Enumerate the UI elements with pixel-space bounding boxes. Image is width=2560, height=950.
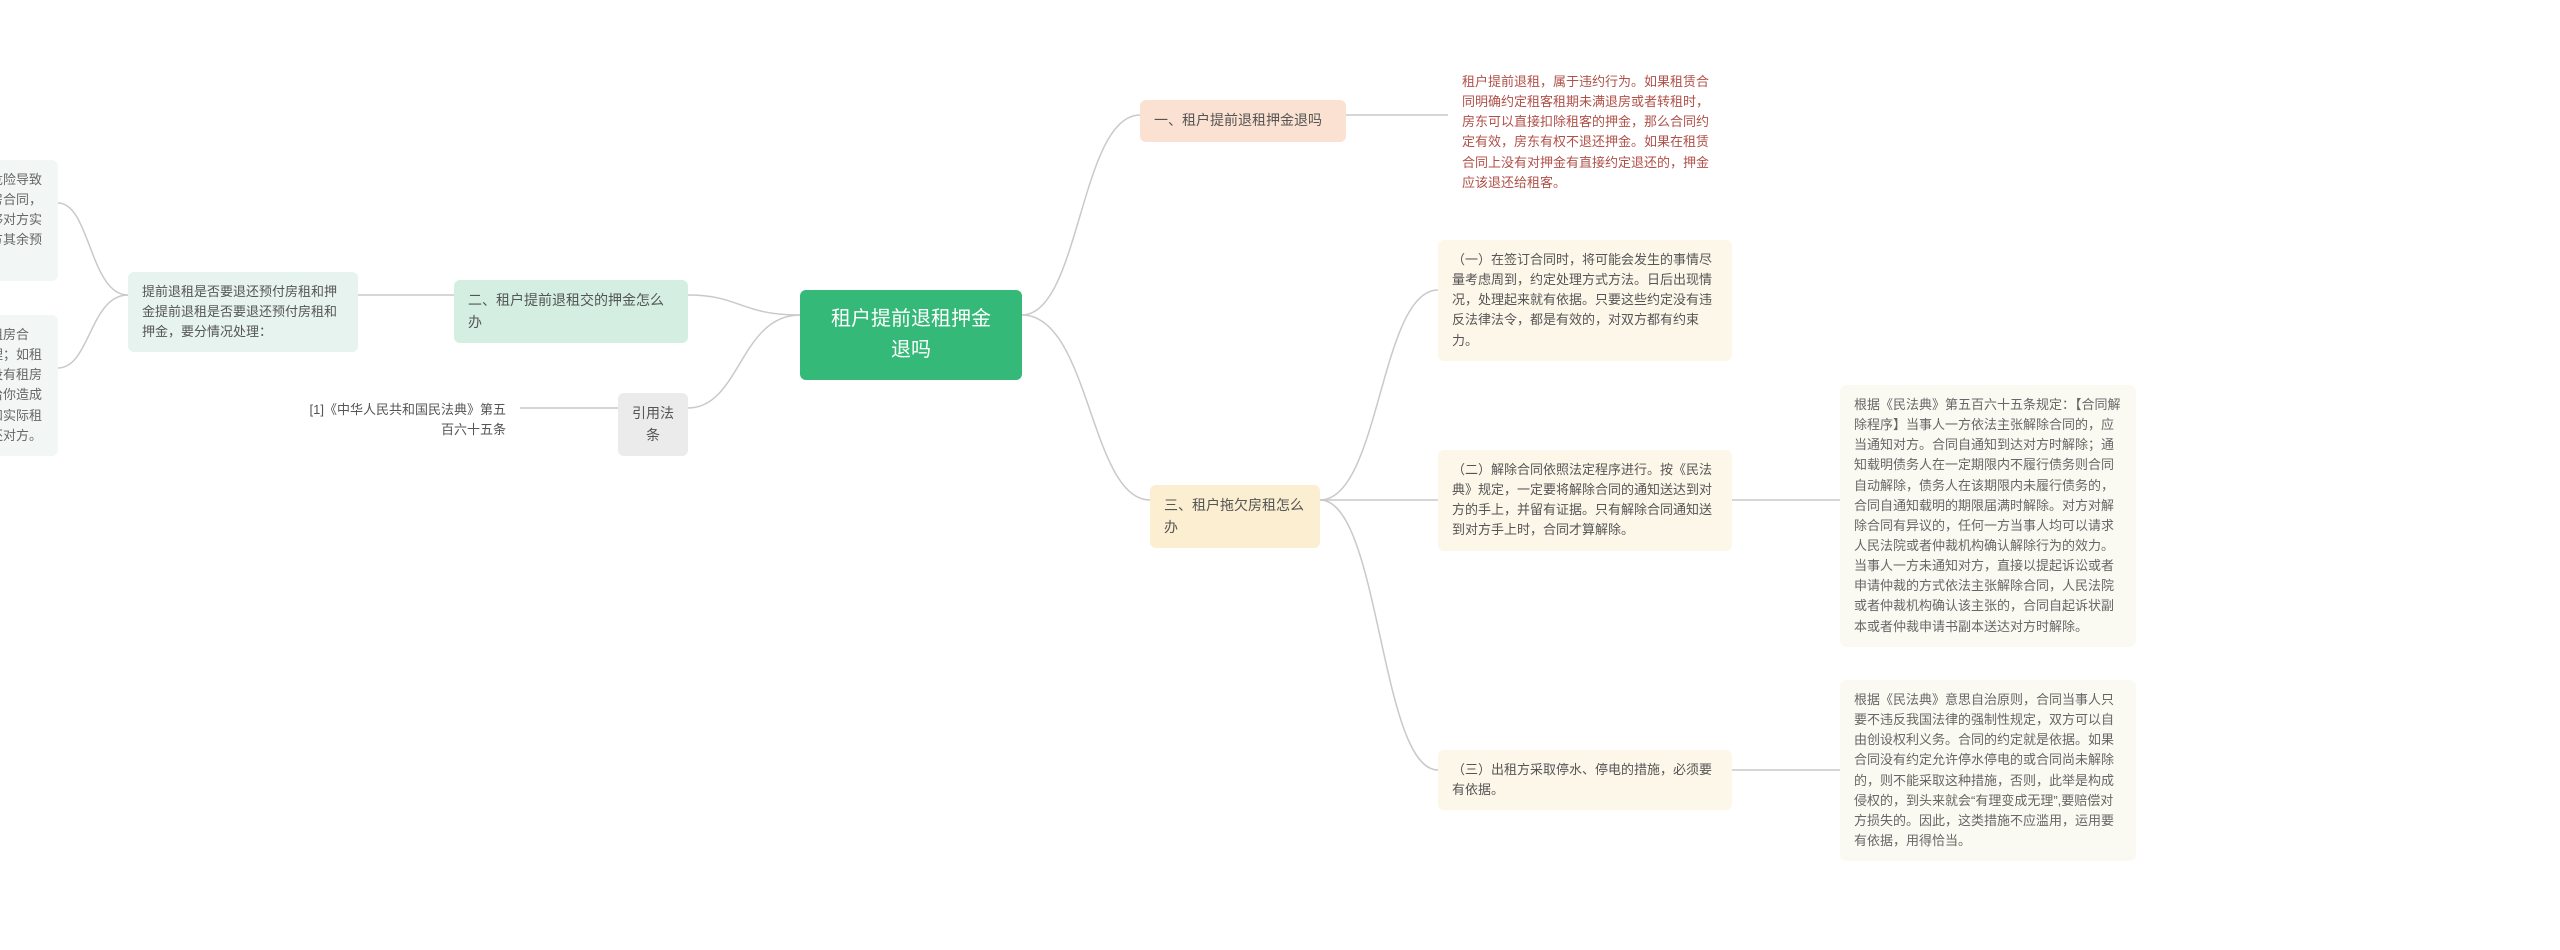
root-node[interactable]: 租户提前退租押金退吗 <box>800 290 1022 380</box>
law-item: [1]《中华人民共和国民法典》第五百六十五条 <box>292 390 520 450</box>
branch2-title[interactable]: 二、租户提前退租交的押金怎么办 <box>454 280 688 343</box>
branch3-sub2-desc: 根据《民法典》第五百六十五条规定：【合同解除程序】当事人一方依法主张解除合同的，… <box>1840 385 2136 647</box>
branch2-sub[interactable]: 提前退租是否要退还预付房租和押金提前退租是否要退还预付房租和押金，要分情况处理： <box>128 272 358 352</box>
branch2-leaf1: （一）如你的房子存在居住危险导致对方退房，不管是否签订租房合同，对方随时有权退房… <box>0 160 58 281</box>
branch1-title[interactable]: 一、租户提前退租押金退吗 <box>1140 100 1346 142</box>
branch3-title[interactable]: 三、租户拖欠房租怎么办 <box>1150 485 1320 548</box>
branch1-desc: 租户提前退租，属于违约行为。如果租赁合同明确约定租客租期未满退房或者转租时，房东… <box>1448 62 1726 203</box>
branch3-sub2[interactable]: （二）解除合同依照法定程序进行。按《民法典》规定，一定要将解除合同的通知送达到对… <box>1438 450 1732 551</box>
law-title[interactable]: 引用法条 <box>618 393 688 456</box>
connectors <box>0 0 2560 950</box>
branch3-sub3[interactable]: （三）出租方采取停水、停电的措施，必须要有依据。 <box>1438 750 1732 810</box>
branch2-leaf2: （二）如没有居住危险：有租房合同，按照租房合同的约定办理；如租房合同没有约定违约… <box>0 315 58 456</box>
branch3-sub3-desc: 根据《民法典》意思自治原则，合同当事人只要不违反我国法律的强制性规定，双方可以自… <box>1840 680 2136 861</box>
branch3-sub1[interactable]: （一）在签订合同时，将可能会发生的事情尽量考虑周到，约定处理方式方法。日后出现情… <box>1438 240 1732 361</box>
